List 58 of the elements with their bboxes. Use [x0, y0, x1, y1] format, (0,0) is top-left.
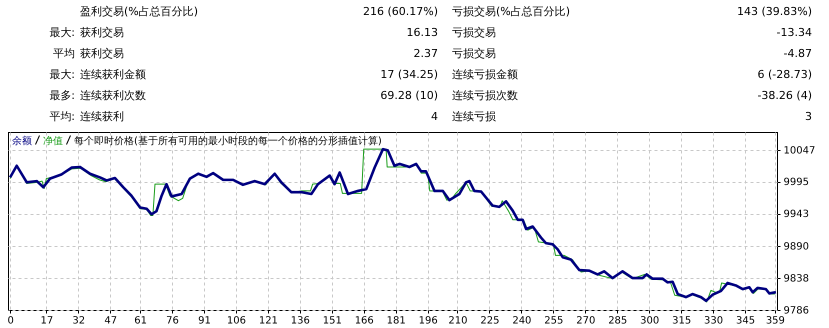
- text: 亏损交易: [452, 47, 496, 61]
- x-tick-label: 330: [704, 316, 724, 326]
- x-tick-label: 270: [576, 316, 596, 326]
- text: 6 (-28.73): [757, 68, 812, 82]
- x-tick-label: 315: [672, 316, 692, 326]
- x-tick-label: 210: [448, 316, 468, 326]
- x-tick-label: 106: [226, 316, 246, 326]
- x-tick-label: 285: [608, 316, 628, 326]
- series-label: 余额: [12, 136, 32, 147]
- text: 连续亏损次数: [452, 89, 518, 103]
- text: 亏损交易: [452, 26, 496, 40]
- y-tick-label: 9786: [784, 306, 809, 316]
- x-tick-label: 151: [322, 316, 342, 326]
- text: -13.34: [776, 26, 812, 40]
- text: 216 (60.17%): [362, 5, 438, 19]
- text: 连续亏损金额: [452, 68, 518, 82]
- y-tick-label: 9890: [784, 242, 809, 253]
- x-tick-label: 32: [72, 316, 86, 326]
- x-tick-label: 0: [7, 316, 14, 326]
- text: -38.26 (4): [757, 89, 812, 103]
- text: 4: [431, 110, 438, 124]
- x-tick-label: 359: [766, 316, 785, 326]
- x-tick-label: 345: [736, 316, 756, 326]
- x-tick-label: 17: [40, 316, 54, 326]
- y-tick-label: 10047: [784, 145, 816, 156]
- text: 3: [805, 110, 812, 124]
- text: 最大: 连续获利金额: [49, 68, 146, 82]
- x-tick-label: 240: [512, 316, 532, 326]
- text: 17 (34.25): [380, 68, 438, 82]
- text: 69.28 (10): [380, 89, 438, 103]
- y-tick-label: 9838: [784, 274, 809, 285]
- text: 亏损交易(%占总百分比): [452, 5, 570, 19]
- text: 最多: 连续获利次数: [49, 89, 146, 103]
- text: 2.37: [414, 47, 438, 61]
- x-tick-label: 225: [480, 316, 500, 326]
- text: 盈利交易(%占总百分比): [80, 5, 198, 19]
- x-tick-label: 91: [198, 316, 211, 326]
- text: 平均: 连续获利: [49, 110, 124, 124]
- text: 平均 获利交易: [53, 47, 124, 61]
- y-tick-label: 9943: [784, 209, 809, 220]
- text: 16.13: [406, 26, 438, 40]
- text: 连续亏损: [452, 110, 496, 124]
- text: 最大: 获利交易: [49, 26, 124, 40]
- text: 143 (39.83%): [736, 5, 812, 19]
- x-tick-label: 300: [640, 316, 660, 326]
- x-tick-label: 76: [166, 316, 179, 326]
- text: 净值: [43, 136, 63, 147]
- x-tick-label: 255: [544, 316, 564, 326]
- x-tick-label: 61: [134, 316, 147, 326]
- x-tick-label: 121: [258, 316, 278, 326]
- x-tick-label: 166: [354, 316, 374, 326]
- x-tick-label: 181: [386, 316, 406, 326]
- x-tick-label: 136: [290, 316, 310, 326]
- chart-subtitle: 每个即时价格(基于所有可用的最小时段的每一个价格的分形插值计算): [74, 136, 382, 147]
- y-tick-label: 9995: [784, 177, 809, 188]
- text: -4.87: [784, 47, 812, 61]
- x-tick-label: 47: [104, 316, 118, 326]
- x-tick-label: 196: [418, 316, 438, 326]
